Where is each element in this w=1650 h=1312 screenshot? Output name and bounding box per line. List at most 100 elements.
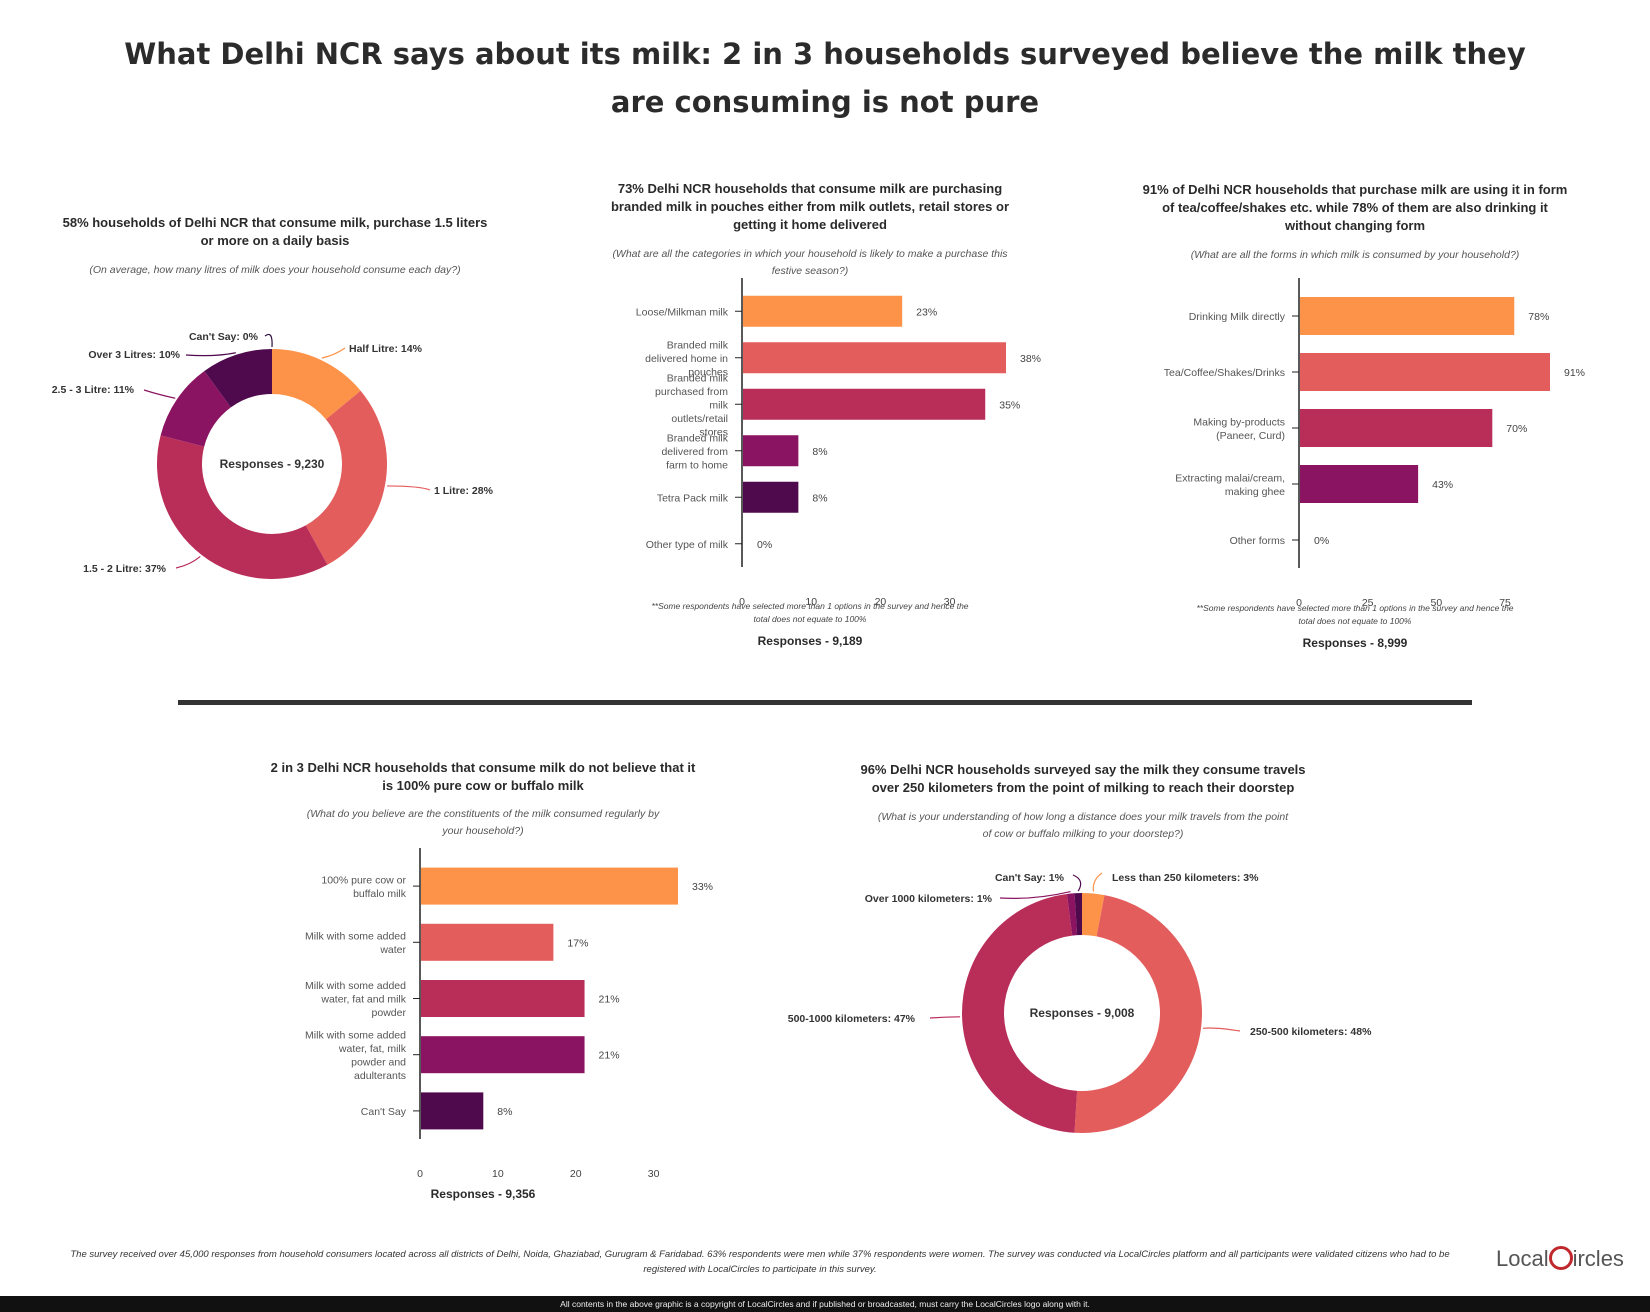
localcircles-logo: Local ircles <box>1496 1246 1624 1271</box>
bar-category-label: Extracting malai/cream, making ghee <box>1175 472 1285 498</box>
bar-value-label: 38% <box>1020 353 1041 365</box>
x-tick-label: 30 <box>944 596 956 608</box>
slice-label: 250-500 kilometers: 48% <box>1250 1026 1372 1038</box>
x-tick-label: 75 <box>1499 597 1511 609</box>
chart3-bar-chart: 0 25 50 75 78% Drinking Milk directly 91% Tea/C… <box>1164 278 1585 609</box>
chart2-responses: Responses - 9,189 <box>757 634 863 648</box>
slice-label: Can't Say: 0% <box>189 331 259 343</box>
bar-value-label: 8% <box>497 1106 512 1118</box>
slice-leader-line <box>1092 872 1103 892</box>
bar-value-label: 91% <box>1564 367 1585 379</box>
slice-leader-line <box>999 890 1071 899</box>
chart4-subtitle: (What do you believe are the constituent… <box>306 808 660 837</box>
slice-label: Less than 250 kilometers: 3% <box>1112 872 1259 884</box>
copyright-bar: All contents in the above graphic is a c… <box>0 1296 1650 1312</box>
x-tick-label: 0 <box>417 1168 423 1180</box>
bar-value-label: 21% <box>599 1050 620 1062</box>
slice-leader-line <box>1202 1027 1241 1032</box>
x-tick-label: 30 <box>648 1168 660 1180</box>
bar-value-label: 43% <box>1432 479 1453 491</box>
bar-category-label: Branded milk delivered home in pouches <box>645 339 729 378</box>
chart4-title: 2 in 3 Delhi NCR households that consume… <box>270 760 696 793</box>
slice-label: Can't Say: 1% <box>995 872 1065 884</box>
donut-slice <box>204 349 272 408</box>
x-tick-label: 20 <box>570 1168 582 1180</box>
slice-label: Over 3 Litres: 10% <box>88 349 180 361</box>
bar-category-label: Tea/Coffee/Shakes/Drinks <box>1164 367 1285 379</box>
bar-category-label: Drinking Milk directly <box>1189 311 1286 323</box>
bar-value-label: 0% <box>1314 535 1329 547</box>
donut-center-label: Responses - 9,230 <box>220 457 325 471</box>
bar-category-label: Can't Say <box>361 1106 407 1118</box>
donut-slice <box>1066 893 1078 936</box>
section-divider <box>178 700 1472 705</box>
bar-value-label: 17% <box>567 937 588 949</box>
slice-leader-line <box>143 389 176 399</box>
x-tick-label: 20 <box>875 596 887 608</box>
donut-slice <box>1082 893 1105 937</box>
bar-category-label: Tetra Pack milk <box>657 492 729 504</box>
bar <box>1300 465 1419 503</box>
donut-center-label: Responses - 9,008 <box>1030 1006 1135 1020</box>
chart3-subtitle: (What are all the forms in which milk is… <box>1190 249 1520 261</box>
survey-footer-note: The survey received over 45,000 response… <box>70 1249 1450 1275</box>
bar <box>743 435 799 467</box>
bar <box>743 295 903 327</box>
chart1-subtitle: (On average, how many litres of milk doe… <box>89 264 461 276</box>
x-tick-label: 10 <box>805 596 817 608</box>
bar <box>743 388 986 420</box>
chart5-subtitle: (What is your understanding of how long … <box>877 811 1289 840</box>
bar <box>743 481 799 513</box>
donut-slice <box>962 893 1078 1133</box>
slice-label: 500-1000 kilometers: 47% <box>788 1013 916 1025</box>
x-tick-label: 10 <box>492 1168 504 1180</box>
donut-slice <box>160 370 231 447</box>
chart1-title: 58% households of Delhi NCR that consume… <box>62 215 488 248</box>
x-tick-label: 0 <box>1296 597 1302 609</box>
slice-leader-line <box>185 352 236 357</box>
slice-leader-line <box>929 1016 961 1019</box>
chart5-donut: Less than 250 kilometers: 3% 250-500 kilo… <box>788 872 1372 1133</box>
slice-leader-line <box>321 347 346 359</box>
bar-category-label: Loose/Milkman milk <box>636 306 729 318</box>
bar-category-label: Milk with some added water, fat, milk powd… <box>305 1029 407 1082</box>
bar-value-label: 78% <box>1528 311 1549 323</box>
x-tick-label: 50 <box>1431 597 1443 609</box>
slice-label: Over 1000 kilometers: 1% <box>865 893 993 905</box>
bar <box>1300 353 1550 391</box>
bar-category-label: Branded milk purchased from milk outlets/re… <box>655 372 729 438</box>
slice-leader-line <box>386 485 431 491</box>
bar-category-label: 100% pure cow or buffalo milk <box>321 874 406 900</box>
chart3-responses: Responses - 8,999 <box>1302 636 1408 650</box>
donut-slice <box>156 435 328 579</box>
bar-value-label: 21% <box>599 994 620 1006</box>
bar <box>1300 409 1493 447</box>
bar-value-label: 70% <box>1506 423 1527 435</box>
bar <box>421 1092 484 1130</box>
chart1-donut: Half Litre: 14% 1 Litre: 28% 1.5 - 2 Litre… <box>52 331 494 579</box>
bar-value-label: 8% <box>812 492 827 504</box>
bar-category-label: Other forms <box>1230 535 1285 547</box>
bar-value-label: 23% <box>916 306 937 318</box>
donut-slice <box>272 349 361 420</box>
bar <box>1300 297 1515 335</box>
bar-category-label: Making by-products (Paneer, Curd) <box>1193 416 1285 442</box>
bar-value-label: 35% <box>999 399 1020 411</box>
bar-category-label: Other type of milk <box>646 539 729 551</box>
slice-leader-line <box>264 333 273 348</box>
donut-slice <box>305 390 387 565</box>
donut-slice <box>1074 895 1203 1133</box>
x-tick-label: 0 <box>739 596 745 608</box>
chart5-title: 96% Delhi NCR households surveyed say th… <box>860 762 1306 795</box>
chart2-subtitle: (What are all the categories in which yo… <box>612 248 1008 277</box>
bar-category-label: Milk with some added water, fat and milk p… <box>305 980 407 1019</box>
bar <box>743 342 1006 374</box>
bar <box>421 867 678 905</box>
bar-value-label: 0% <box>757 539 772 551</box>
chart4-bar-chart: 0 10 20 30 33% 100% pure cow or buffalo milk 17… <box>305 848 713 1180</box>
chart2-title: 73% Delhi NCR households that consume mi… <box>610 181 1010 232</box>
x-tick-label: 25 <box>1362 597 1374 609</box>
slice-label: 2.5 - 3 Litre: 11% <box>52 384 135 396</box>
chart2-bar-chart: 0 10 20 30 23% Loose/Milkman milk 38% Branded m… <box>636 278 1041 608</box>
bar-value-label: 33% <box>692 881 713 893</box>
